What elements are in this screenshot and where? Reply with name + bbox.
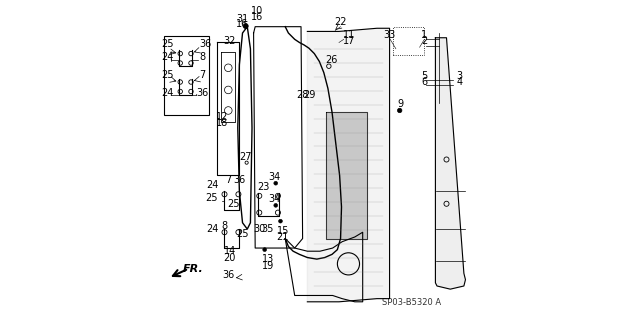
Text: 36: 36	[199, 39, 211, 48]
Circle shape	[278, 219, 282, 223]
Circle shape	[263, 248, 266, 251]
Text: 36: 36	[196, 88, 208, 98]
Text: 23: 23	[257, 182, 270, 191]
Text: 32: 32	[224, 36, 236, 46]
Circle shape	[397, 108, 402, 113]
Text: 6: 6	[421, 77, 428, 87]
Text: 13: 13	[262, 254, 275, 264]
Text: 25: 25	[161, 39, 174, 48]
Text: 2: 2	[421, 36, 428, 46]
Text: 36: 36	[222, 270, 234, 280]
Polygon shape	[435, 38, 465, 289]
Text: 25: 25	[236, 229, 249, 239]
Text: 24: 24	[161, 88, 174, 98]
Text: 24: 24	[206, 180, 219, 190]
Text: 24: 24	[161, 52, 174, 62]
Polygon shape	[307, 28, 390, 302]
Text: 5: 5	[421, 71, 428, 81]
Text: 11: 11	[343, 30, 355, 40]
Text: FR.: FR.	[182, 264, 203, 274]
Text: 16: 16	[252, 12, 264, 22]
Text: 14: 14	[224, 246, 236, 256]
Text: 34: 34	[269, 194, 281, 204]
Text: 12: 12	[216, 112, 228, 122]
Text: 8: 8	[221, 221, 228, 231]
Text: 25: 25	[205, 193, 218, 203]
Bar	[164, 36, 209, 115]
Polygon shape	[326, 112, 367, 239]
Text: 21: 21	[276, 232, 289, 242]
Text: 25: 25	[227, 199, 239, 209]
Text: 1: 1	[421, 30, 428, 40]
Text: 4: 4	[456, 77, 462, 87]
Text: 34: 34	[269, 172, 281, 182]
Text: 22: 22	[334, 17, 347, 27]
Text: 20: 20	[224, 253, 236, 263]
Text: 10: 10	[252, 6, 264, 16]
Text: 18: 18	[216, 118, 228, 128]
Text: 27: 27	[239, 152, 252, 161]
Text: 15: 15	[276, 226, 289, 236]
Text: 16: 16	[236, 19, 249, 29]
Text: 7: 7	[199, 70, 205, 80]
Text: 36: 36	[233, 175, 246, 185]
Text: 35: 35	[261, 224, 273, 234]
Text: 26: 26	[325, 55, 337, 65]
Text: 31: 31	[236, 14, 249, 24]
Circle shape	[243, 24, 248, 29]
Text: 30: 30	[254, 224, 266, 234]
Text: 19: 19	[262, 261, 275, 271]
Text: 3: 3	[456, 71, 462, 81]
Text: 33: 33	[383, 30, 396, 40]
Text: 9: 9	[397, 99, 404, 109]
Bar	[393, 27, 424, 55]
Circle shape	[274, 204, 278, 207]
Text: 24: 24	[206, 224, 219, 234]
Text: 28: 28	[296, 90, 308, 100]
Text: 29: 29	[304, 90, 316, 100]
Circle shape	[274, 181, 278, 185]
Text: 7: 7	[225, 175, 232, 185]
Text: 8: 8	[199, 52, 205, 62]
Text: 17: 17	[343, 36, 355, 46]
Text: 25: 25	[161, 70, 174, 80]
Text: SP03-B5320 A: SP03-B5320 A	[382, 298, 441, 307]
